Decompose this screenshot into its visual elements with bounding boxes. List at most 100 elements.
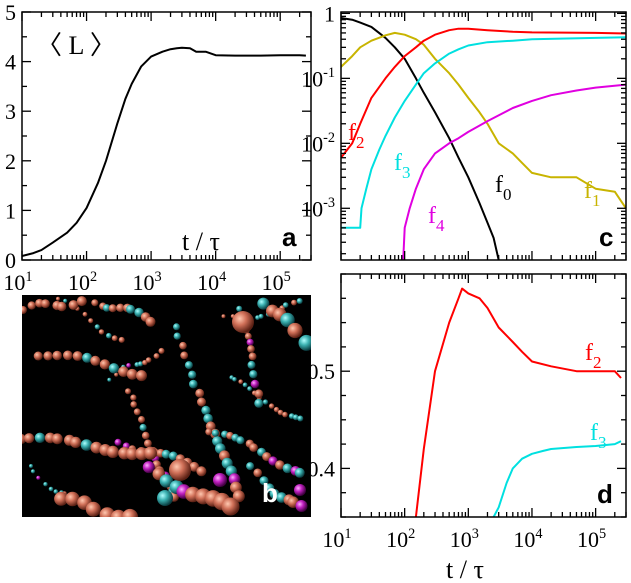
monomer-sphere [118, 366, 129, 378]
monomer-sphere [80, 439, 93, 451]
panel-c-curves [340, 17, 627, 261]
y-tick-label: 2 [5, 149, 16, 174]
series-label-f0: f0 [495, 172, 512, 204]
monomer-sphere [144, 439, 152, 448]
y-tick-label: 10-1 [301, 65, 335, 91]
monomer-sphere [33, 351, 43, 361]
monomer-sphere [53, 489, 59, 494]
panel-c-frame [340, 11, 627, 261]
monomer-sphere [280, 312, 295, 328]
monomer-sphere [24, 433, 35, 444]
monomer-sphere [247, 386, 253, 392]
x-tick-label: 102 [68, 269, 97, 295]
monomer-sphere [99, 507, 115, 517]
monomer-sphere [54, 491, 69, 506]
monomer-sphere [179, 341, 187, 350]
panel-a-ticks: 101 102 103 104 105 0 1 2 3 4 5 [3, 0, 312, 295]
panel-a-curves [21, 46, 306, 257]
monomer-sphere [161, 449, 171, 459]
y-tick-label: 1 [324, 1, 335, 26]
panel-b-letter: b [262, 478, 278, 508]
monomer-sphere [257, 297, 270, 310]
monomer-sphere [43, 482, 48, 487]
monomer-sphere [168, 451, 178, 461]
monomer-sphere [68, 300, 79, 310]
monomer-sphere [145, 316, 156, 327]
series-label-f2: f2 [348, 120, 365, 152]
monomer-sphere [196, 466, 207, 477]
monomer-sphere [273, 406, 280, 413]
monomer-sphere [247, 360, 256, 369]
monomer-sphere [29, 464, 33, 468]
monomer-sphere [41, 299, 50, 308]
monomer-sphere [52, 350, 62, 361]
x-tick-label: 103 [450, 526, 479, 552]
monomer-sphere [287, 322, 303, 339]
monomer-sphere [102, 304, 111, 312]
y-tick-label: 0.5 [308, 359, 336, 384]
monomer-sphere [253, 468, 262, 478]
monomer-sphere [139, 423, 147, 432]
series-label-f3: f3 [590, 420, 607, 452]
y-tick-label: 4 [5, 50, 16, 75]
monomer-sphere [292, 414, 299, 421]
monomer-sphere [282, 411, 288, 418]
monomer-sphere [282, 302, 289, 308]
series-line-f1-panel-c [340, 31, 627, 209]
monomer-sphere [27, 301, 36, 310]
monomer-sphere [277, 409, 284, 416]
monomer-sphere [36, 475, 41, 480]
monomer-sphere [248, 352, 257, 361]
monomer-sphere [141, 431, 150, 440]
monomer-sphere [294, 467, 305, 478]
monomer-sphere [244, 332, 252, 340]
monomer-sphere [125, 447, 139, 461]
monomer-sphere [213, 473, 227, 487]
panel-d-xlabel: t / τ [446, 555, 484, 583]
panel-c: 10-3 10-2 10-1 1 f0 f1 f2 f3 f4 c [301, 1, 627, 261]
monomer-sphere [130, 394, 137, 401]
panel-a-letter: a [282, 222, 297, 252]
series-label-f4: f4 [428, 203, 445, 235]
series-line-curve-panel-a [21, 46, 306, 257]
monomer-sphere [203, 413, 213, 424]
panel-d-ticks: 101 102 103 104 105 0.4 0.5 [308, 273, 627, 552]
monomer-sphere [232, 377, 237, 382]
series-label-f2: f2 [585, 340, 602, 372]
monomer-sphere [275, 460, 285, 470]
panel-d: 101 102 103 104 105 0.4 0.5 f2 f3 t / τ d [308, 273, 627, 583]
monomer-sphere [173, 323, 180, 331]
monomer-sphere [88, 318, 94, 324]
monomer-sphere [236, 436, 245, 445]
x-tick-label: 101 [3, 269, 32, 295]
monomer-sphere [48, 486, 54, 492]
monomer-sphere [108, 304, 117, 313]
monomer-sphere [94, 324, 100, 330]
y-tick-label: 0.4 [308, 456, 336, 481]
monomer-sphere [65, 491, 80, 507]
monomer-sphere [247, 345, 255, 353]
monomer-sphere [297, 415, 304, 422]
monomer-sphere [246, 462, 255, 471]
monomer-sphere [254, 398, 264, 408]
monomer-sphere [249, 443, 258, 452]
monomer-sphere [180, 351, 189, 360]
monomer-sphere [70, 436, 82, 448]
monomer-sphere [249, 370, 258, 379]
monomer-sphere [76, 296, 87, 307]
panel-d-series-labels: f2 f3 [585, 340, 607, 452]
panel-d-letter: d [597, 479, 613, 509]
monomer-sphere [116, 303, 125, 312]
monomer-sphere [296, 298, 303, 304]
monomer-sphere [158, 347, 165, 354]
x-tick-label: 105 [577, 526, 606, 552]
monomer-sphere [268, 403, 275, 409]
monomer-sphere [254, 389, 264, 399]
monomer-sphere [114, 372, 119, 377]
panel-d-frame [340, 273, 627, 518]
monomer-sphere [258, 313, 264, 319]
monomer-sphere [126, 363, 131, 368]
series-line-f3-panel-d [492, 440, 622, 518]
monomer-sphere [85, 501, 101, 517]
monomer-sphere [221, 314, 226, 319]
